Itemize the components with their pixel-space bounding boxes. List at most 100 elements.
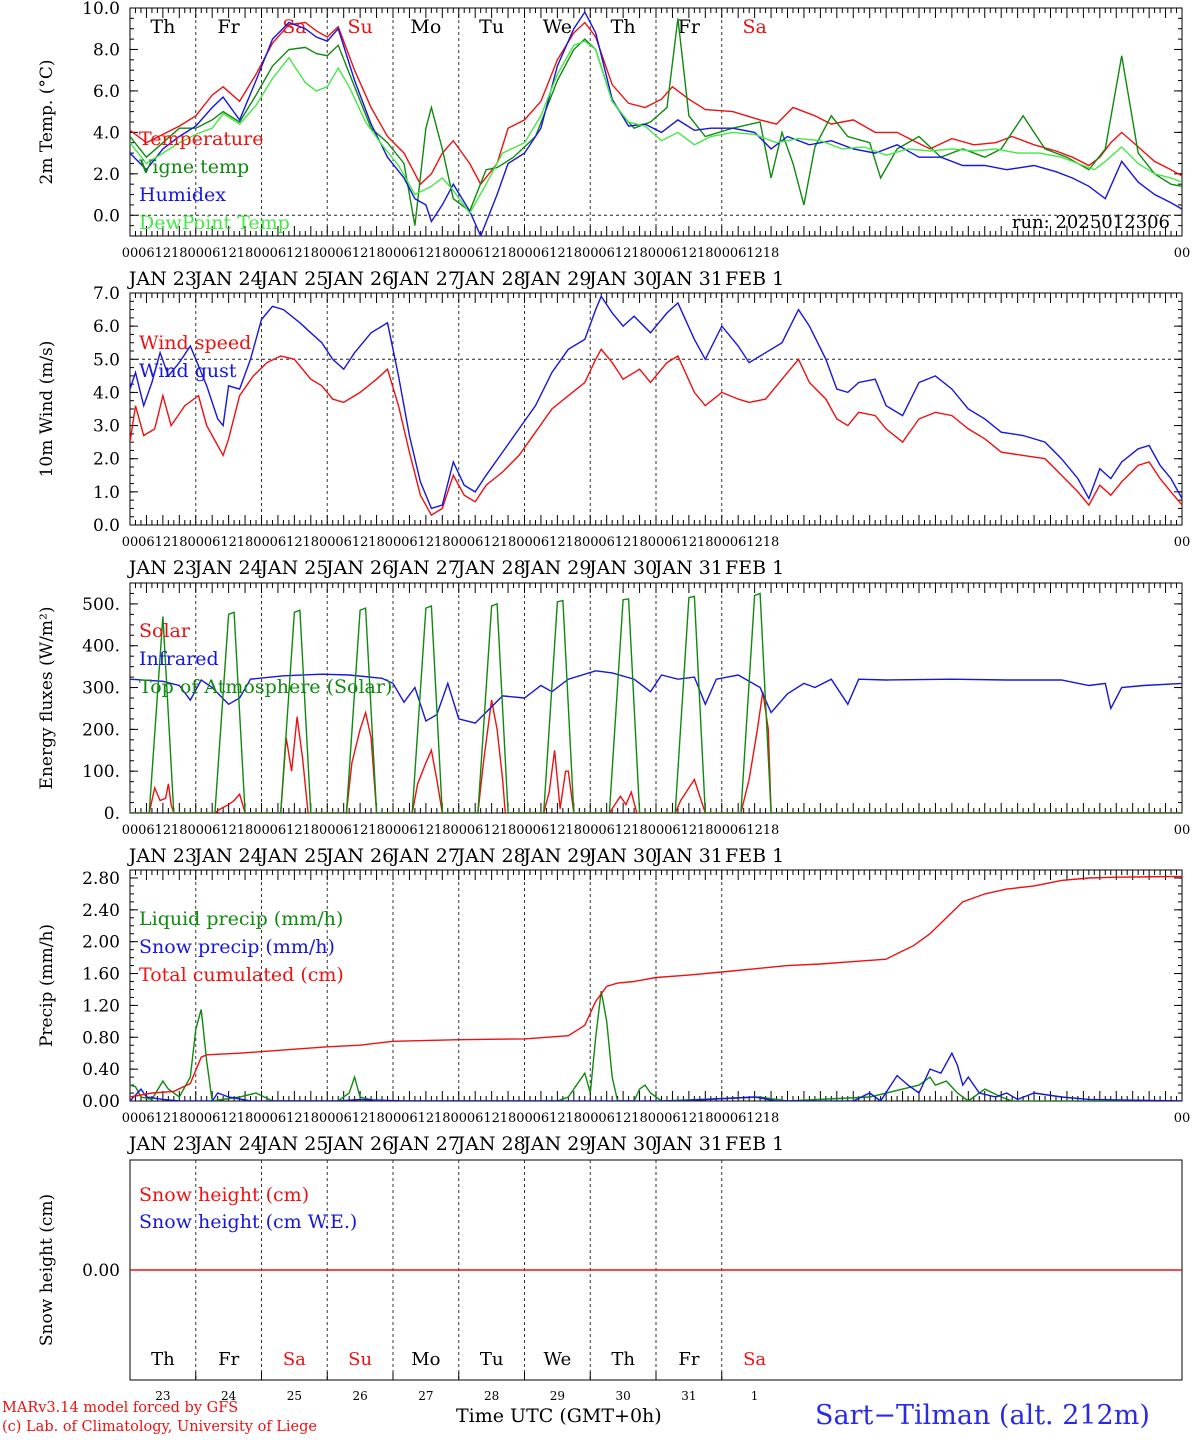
hour-tick-label: 18 [763,823,780,838]
hour-tick-label: 18 [763,535,780,550]
hour-tick-label: 00 [582,1111,599,1126]
hour-tick-label: 18 [434,823,451,838]
hour-tick-label: 12 [549,246,566,261]
y-axis-label: Energy fluxes (W/m²) [37,607,57,790]
hour-tick-label: 12 [352,823,369,838]
hour-tick-label: 00 [1174,1111,1191,1126]
hour-tick-label: 12 [220,246,237,261]
time-axis-label: Time UTC (GMT+0h) [456,1405,662,1427]
hour-tick-label: 18 [237,246,254,261]
hour-tick-label: 06 [401,246,418,261]
weekday-label: Fr [678,1349,699,1370]
date-label: JAN 28 [456,1133,526,1155]
legend-entry: DewPoint Temp [139,212,290,234]
station-label: Sart−Tilman (alt. 212m) [815,1400,1150,1431]
hour-tick-label: 00 [319,823,336,838]
y-tick-label: 0.00 [82,1092,120,1112]
hour-tick-label: 12 [681,1111,698,1126]
y-tick-label: 100. [82,762,120,782]
hour-tick-label: 18 [171,823,188,838]
hour-tick-label: 12 [220,1111,237,1126]
hour-tick-label: 18 [697,246,714,261]
hour-tick-label: 18 [566,535,583,550]
date-label: FEB 1 [725,1133,784,1155]
hour-tick-label: 00 [450,1111,467,1126]
hour-tick-label: 12 [549,535,566,550]
hour-tick-label: 00 [450,246,467,261]
weekday-label: Sa [742,16,766,38]
weekday-label: Th [151,1349,175,1370]
date-label: JAN 29 [521,845,591,867]
hour-tick-label: 06 [401,823,418,838]
hour-tick-label: 12 [418,535,435,550]
series-line [130,691,1182,813]
hour-tick-label: 18 [171,1111,188,1126]
hour-tick-label: 06 [270,246,287,261]
date-label: JAN 31 [653,1133,723,1155]
hour-tick-label: 18 [237,1111,254,1126]
hour-tick-label: 00 [122,823,139,838]
weekday-label: Sa [743,1349,766,1370]
hour-tick-label: 06 [598,246,615,261]
hour-tick-label: 06 [138,823,155,838]
hour-tick-label: 00 [253,823,270,838]
hour-tick-label: 12 [483,535,500,550]
hour-tick-label: 00 [648,246,665,261]
legend-entry: Infrared [139,648,219,670]
y-tick-label: 1.60 [82,965,120,985]
hour-tick-label: 00 [187,1111,204,1126]
y-tick-label: 3.0 [93,417,120,437]
hour-tick-label: 00 [253,1111,270,1126]
hour-tick-label: 06 [138,1111,155,1126]
hour-tick-label: 00 [319,1111,336,1126]
hour-tick-label: 06 [467,535,484,550]
y-axis-label: Precip (mm/h) [37,924,57,1047]
hour-tick-label: 06 [533,823,550,838]
date-label: JAN 24 [193,1133,263,1155]
y-tick-label: 2.40 [82,901,120,921]
hour-tick-label: 18 [697,535,714,550]
hour-tick-label: 18 [368,1111,385,1126]
hour-tick-label: 06 [730,246,747,261]
hour-tick-label: 06 [204,823,221,838]
legend-entry: Humidex [139,184,226,206]
hour-tick-label: 00 [319,246,336,261]
hour-tick-label: 12 [483,246,500,261]
y-tick-label: 400. [82,637,120,657]
hour-tick-label: 06 [467,1111,484,1126]
hour-tick-label: 18 [303,1111,320,1126]
series-line [130,294,1182,510]
legend-entry: Snow precip (mm/h) [139,936,335,958]
hour-tick-label: 00 [385,535,402,550]
hour-tick-label: 06 [664,823,681,838]
hour-tick-label: 18 [368,535,385,550]
date-label: JAN 29 [521,1133,591,1155]
hour-tick-label: 06 [270,1111,287,1126]
day-number-label: 26 [352,1389,367,1403]
date-label: JAN 25 [258,268,328,290]
hour-tick-label: 00 [1174,535,1191,550]
hour-tick-label: 12 [681,823,698,838]
legend-entry: Solar [139,620,191,642]
weekday-label: Tu [479,16,504,38]
date-label: FEB 1 [725,557,784,579]
weekday-label: Tu [480,1349,504,1370]
y-axis-label: 2m Temp. (°C) [37,59,57,184]
hour-tick-label: 12 [746,1111,763,1126]
date-label: JAN 28 [456,845,526,867]
hour-tick-label: 00 [450,535,467,550]
hour-tick-label: 06 [335,246,352,261]
date-label: JAN 23 [127,268,197,290]
hour-tick-label: 00 [713,246,730,261]
y-tick-label: 7.0 [93,284,120,304]
hour-tick-label: 12 [615,535,632,550]
weekday-label: Mo [411,1349,440,1370]
hour-tick-label: 00 [253,535,270,550]
date-label: JAN 25 [258,557,328,579]
legend-entry: Vigne temp [138,156,249,178]
hour-tick-label: 00 [713,1111,730,1126]
hour-tick-label: 12 [746,823,763,838]
legend-entry: Wind gust [139,360,237,382]
hour-tick-label: 18 [500,1111,517,1126]
